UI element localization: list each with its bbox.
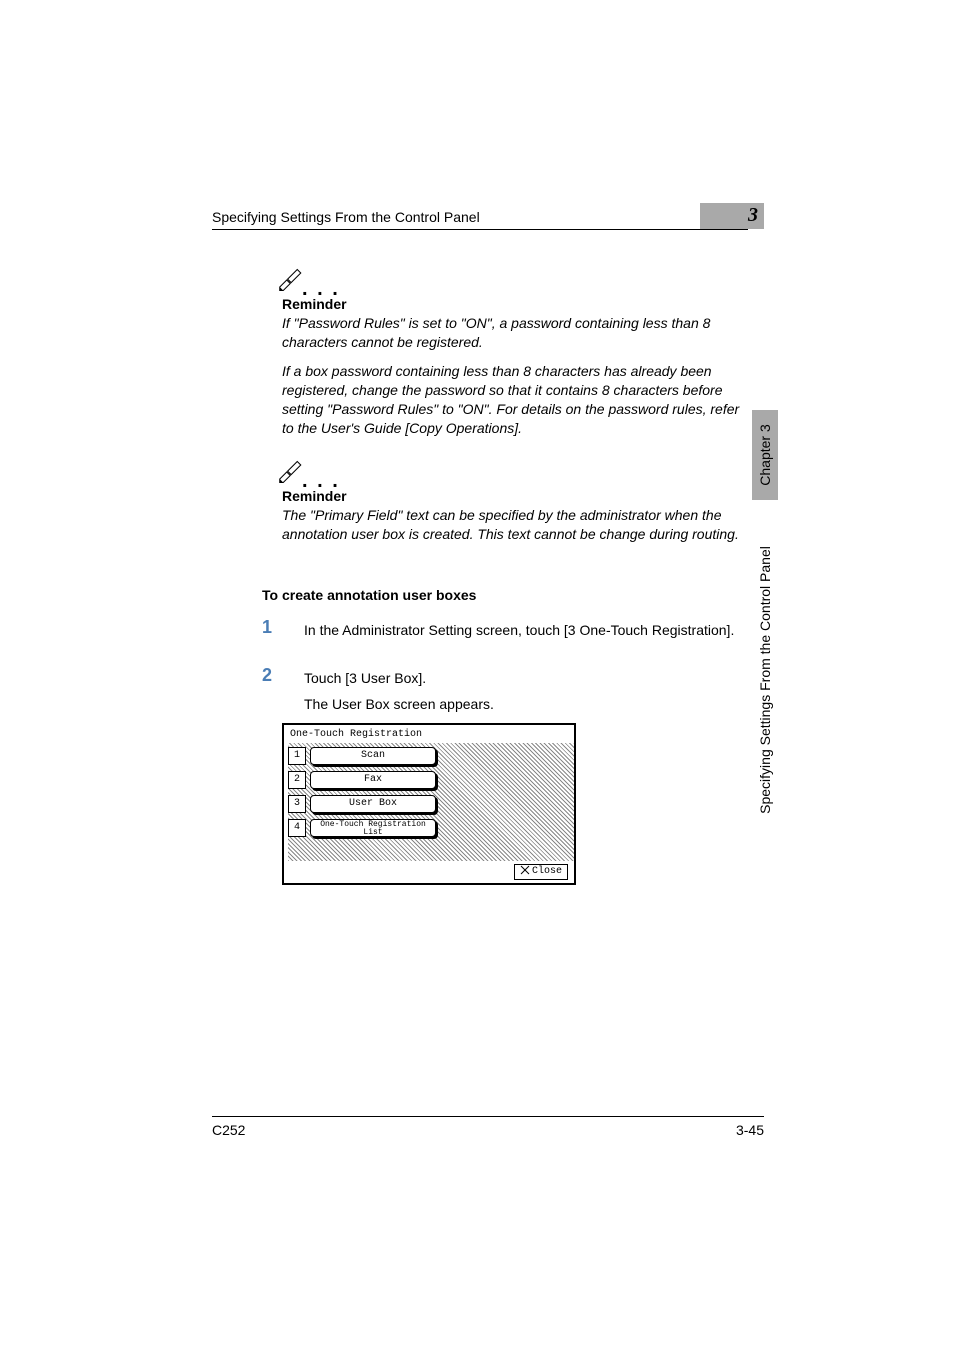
close-icon (520, 865, 530, 875)
side-title-label: Specifying Settings From the Control Pan… (757, 546, 773, 814)
panel-row-number: 3 (288, 795, 306, 813)
step-number: 1 (262, 617, 272, 638)
section-heading: To create annotation user boxes (262, 587, 476, 603)
side-chapter-box: Chapter 3 (752, 410, 778, 500)
reminder-heading: Reminder (282, 488, 347, 504)
page-header: Specifying Settings From the Control Pan… (212, 209, 762, 235)
one-touch-registration-list-button[interactable]: One-Touch Registration List (310, 819, 436, 837)
one-touch-registration-panel: One-Touch Registration 1 Scan 2 Fax 3 Us… (282, 723, 576, 885)
close-label: Close (532, 866, 562, 877)
panel-row-number: 2 (288, 771, 306, 789)
step-text: Touch [3 User Box]. (304, 669, 754, 688)
chapter-number: 3 (748, 204, 758, 227)
reminder-text: The "Primary Field" text can be specifie… (282, 506, 742, 544)
panel-title: One-Touch Registration (290, 729, 422, 740)
header-rule (212, 229, 748, 230)
step-subtext: The User Box screen appears. (304, 695, 754, 714)
fax-button[interactable]: Fax (310, 771, 436, 789)
scan-button[interactable]: Scan (310, 747, 436, 765)
user-box-button[interactable]: User Box (310, 795, 436, 813)
close-button[interactable]: Close (514, 864, 568, 880)
reminder-text: If "Password Rules" is set to "ON", a pa… (282, 314, 742, 352)
reminder-heading: Reminder (282, 296, 347, 312)
footer-page-number: 3-45 (736, 1122, 764, 1138)
panel-row-number: 4 (288, 819, 306, 837)
reminder-text: If a box password containing less than 8… (282, 362, 742, 438)
header-title: Specifying Settings From the Control Pan… (212, 209, 480, 225)
side-chapter-label: Chapter 3 (757, 424, 773, 485)
chapter-number-box: 3 (700, 203, 764, 229)
side-title-box: Specifying Settings From the Control Pan… (752, 520, 778, 840)
step-number: 2 (262, 665, 272, 686)
step-text: In the Administrator Setting screen, tou… (304, 621, 754, 640)
footer-model: C252 (212, 1122, 245, 1138)
footer-rule (212, 1116, 764, 1117)
panel-row-number: 1 (288, 747, 306, 765)
